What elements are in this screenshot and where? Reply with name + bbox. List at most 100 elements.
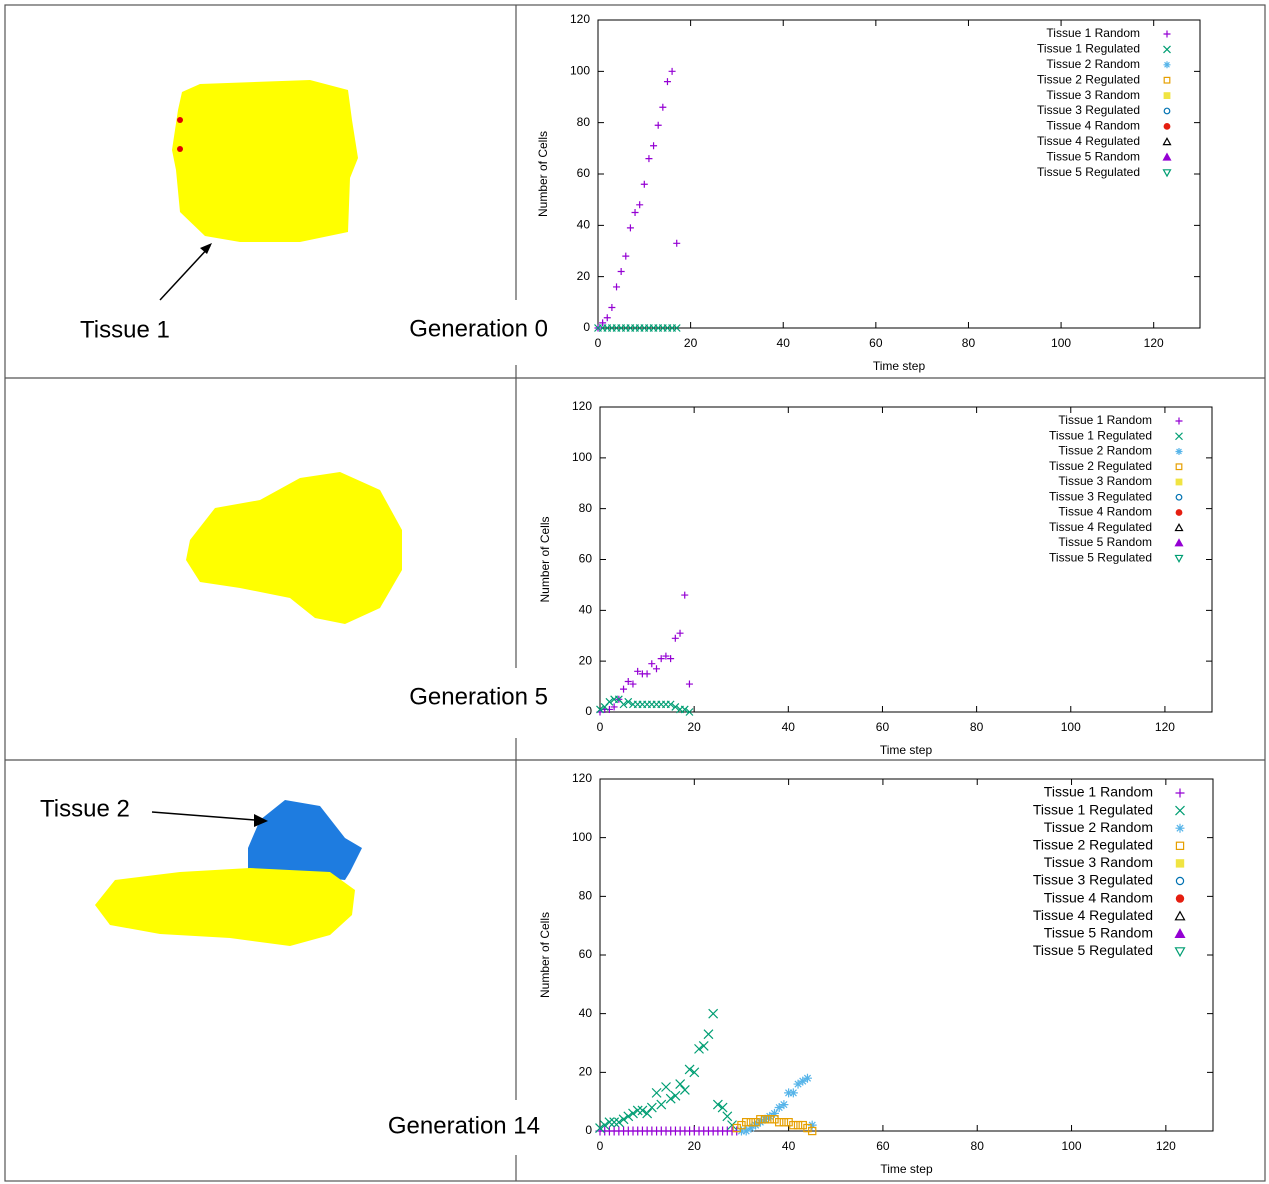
x-tick-label: 20 bbox=[687, 720, 701, 734]
marker bbox=[712, 1099, 723, 1110]
marker bbox=[769, 1108, 779, 1118]
marker bbox=[680, 705, 689, 714]
legend-label: Tissue 3 Random bbox=[1046, 88, 1140, 102]
tissue-image-gen0 bbox=[159, 80, 358, 301]
marker bbox=[751, 1120, 761, 1130]
marker bbox=[672, 324, 681, 332]
y-tick-label: 0 bbox=[585, 1123, 592, 1137]
y-axis-label: Number of Cells bbox=[538, 912, 552, 998]
marker bbox=[640, 180, 648, 188]
marker bbox=[599, 319, 607, 327]
legend-label: Tissue 4 Regulated bbox=[1049, 520, 1152, 534]
legend-marker bbox=[1163, 76, 1171, 84]
marker bbox=[619, 700, 628, 709]
marker bbox=[629, 680, 637, 688]
marker bbox=[650, 142, 658, 150]
legend-marker bbox=[1163, 122, 1171, 130]
y-tick-label: 100 bbox=[570, 64, 590, 78]
marker bbox=[634, 667, 642, 675]
marker bbox=[666, 700, 675, 709]
y-axis-label: Number of Cells bbox=[538, 516, 552, 602]
marker bbox=[596, 705, 604, 714]
legend-marker bbox=[1175, 876, 1185, 886]
legend-marker bbox=[1163, 107, 1171, 115]
marker bbox=[803, 1123, 812, 1133]
y-tick-label: 20 bbox=[579, 653, 593, 667]
marker bbox=[671, 702, 680, 711]
legend-marker bbox=[1175, 894, 1185, 903]
marker bbox=[736, 1126, 746, 1136]
x-tick-label: 60 bbox=[869, 336, 883, 350]
legend-label: Tissue 5 Regulated bbox=[1049, 550, 1152, 564]
y-tick-label: 60 bbox=[577, 166, 591, 180]
marker bbox=[654, 121, 662, 129]
legend-label: Tissue 4 Random bbox=[1044, 889, 1153, 905]
legend-marker bbox=[1174, 947, 1186, 958]
x-tick-label: 120 bbox=[1155, 720, 1175, 734]
marker bbox=[631, 209, 639, 216]
marker bbox=[788, 1088, 798, 1098]
marker bbox=[667, 655, 675, 663]
tissue-image-gen14 bbox=[95, 800, 362, 946]
y-tick-label: 0 bbox=[583, 320, 590, 334]
marker bbox=[673, 239, 681, 247]
legend-marker bbox=[1174, 554, 1184, 563]
legend-label: Tissue 4 Regulated bbox=[1037, 134, 1140, 148]
marker bbox=[659, 103, 667, 111]
legend-marker bbox=[1175, 509, 1183, 516]
x-tick-label: 120 bbox=[1144, 336, 1164, 350]
marker bbox=[793, 1079, 803, 1089]
marker bbox=[599, 1120, 610, 1131]
tissue-image-gen5 bbox=[186, 472, 402, 624]
legend-marker bbox=[1163, 30, 1171, 38]
legend-label: Tissue 1 Regulated bbox=[1033, 801, 1153, 817]
marker bbox=[685, 680, 693, 688]
y-tick-label: 80 bbox=[579, 501, 593, 515]
legend-label: Tissue 2 Regulated bbox=[1049, 459, 1152, 473]
marker bbox=[798, 1120, 807, 1130]
legend-label: Tissue 1 Regulated bbox=[1049, 428, 1152, 442]
legend-label: Tissue 3 Random bbox=[1044, 854, 1153, 870]
marker bbox=[618, 1114, 629, 1125]
marker bbox=[741, 1117, 751, 1127]
marker bbox=[755, 1117, 765, 1127]
legend-marker bbox=[1175, 859, 1185, 868]
y-tick-label: 120 bbox=[572, 399, 592, 413]
marker bbox=[646, 1102, 657, 1113]
marker bbox=[760, 1115, 770, 1124]
marker bbox=[684, 1064, 695, 1075]
legend-marker bbox=[1175, 448, 1183, 455]
legend-marker bbox=[1175, 805, 1185, 816]
marker bbox=[746, 1117, 756, 1127]
legend-label: Tissue 3 Regulated bbox=[1049, 489, 1152, 503]
x-tick-label: 40 bbox=[782, 720, 796, 734]
marker bbox=[784, 1088, 794, 1098]
x-tick-label: 80 bbox=[971, 1139, 985, 1153]
y-tick-label: 60 bbox=[579, 552, 593, 566]
y-tick-label: 20 bbox=[579, 1065, 593, 1079]
marker bbox=[636, 201, 644, 209]
legend-label: Tissue 2 Regulated bbox=[1037, 72, 1140, 86]
marker bbox=[651, 1087, 662, 1098]
legend-marker bbox=[1175, 432, 1183, 441]
legend-label: Tissue 3 Regulated bbox=[1037, 103, 1140, 117]
annotation: Tissue 1 bbox=[80, 316, 170, 343]
marker bbox=[774, 1117, 784, 1127]
annotation: Generation 0 bbox=[409, 315, 548, 342]
x-tick-label: 60 bbox=[876, 720, 890, 734]
marker bbox=[626, 224, 634, 232]
x-tick-label: 0 bbox=[595, 336, 602, 350]
annotation: Generation 5 bbox=[409, 683, 548, 710]
marker bbox=[756, 1115, 765, 1124]
marker bbox=[685, 708, 694, 716]
marker bbox=[737, 1120, 746, 1130]
x-tick-label: 20 bbox=[688, 1139, 702, 1153]
legend-marker bbox=[1175, 493, 1183, 501]
marker bbox=[802, 1073, 812, 1083]
marker bbox=[681, 591, 689, 599]
x-tick-label: 0 bbox=[597, 720, 604, 734]
marker bbox=[656, 1099, 667, 1110]
marker bbox=[698, 1041, 709, 1051]
marker bbox=[765, 1111, 775, 1121]
legend-marker bbox=[1175, 788, 1185, 798]
